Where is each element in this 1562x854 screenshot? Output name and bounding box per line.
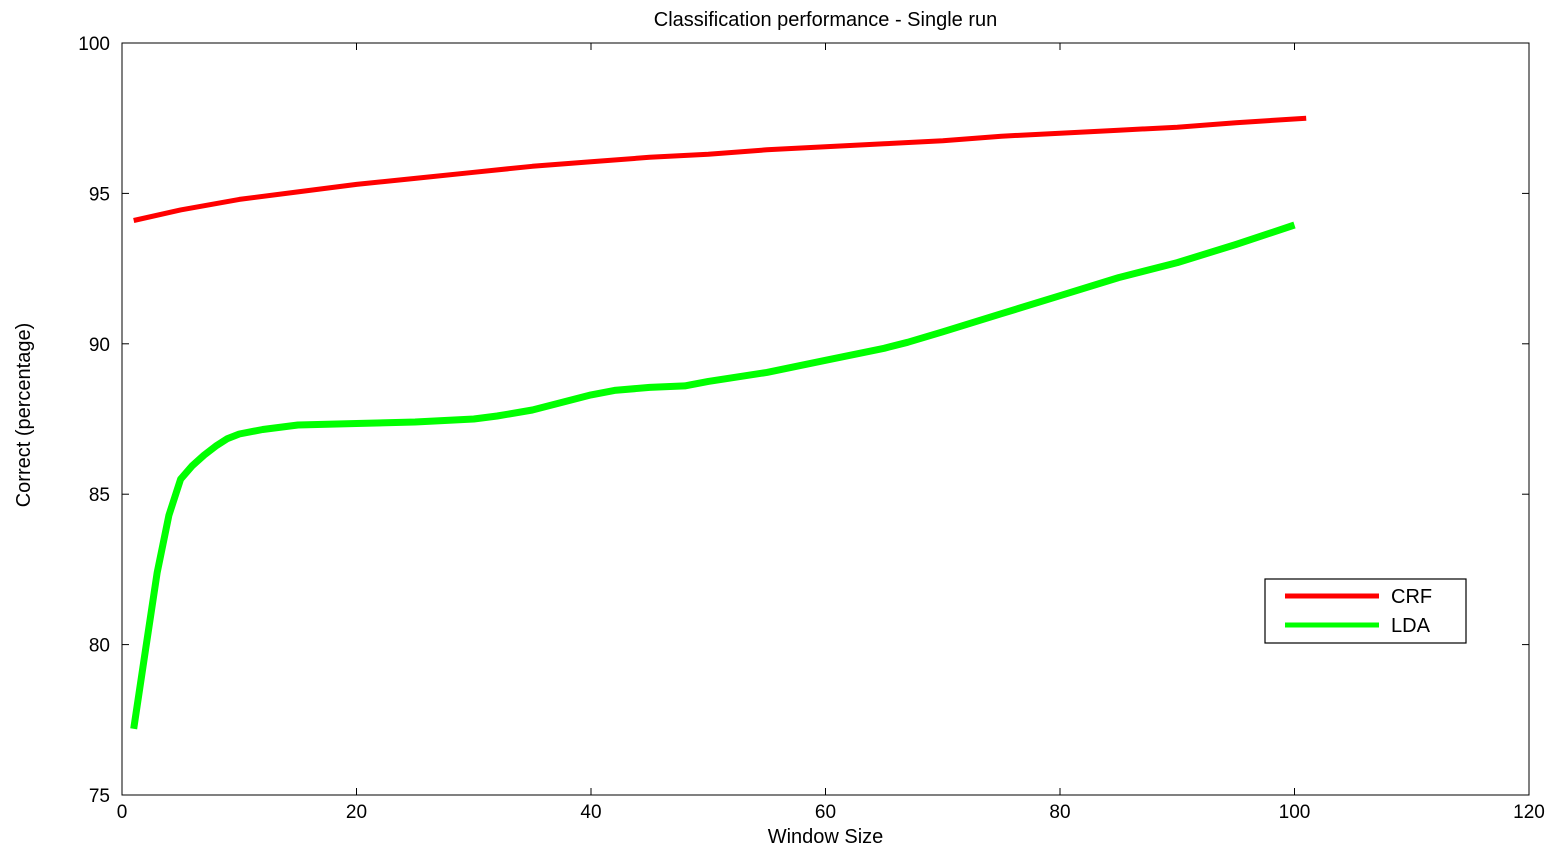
chart-title: Classification performance - Single run <box>654 9 998 31</box>
series-line-crf <box>133 115 1307 223</box>
y-tick-label: 80 <box>89 636 110 657</box>
x-tick-label: 0 <box>117 802 128 823</box>
series-layer <box>130 115 1307 730</box>
legend: CRF LDA <box>1264 578 1467 644</box>
x-axis-label: Window Size <box>768 826 884 848</box>
x-tick-label: 60 <box>815 802 836 823</box>
y-tick-label: 100 <box>78 34 110 55</box>
x-tick-label: 40 <box>580 802 601 823</box>
y-tick-label: 90 <box>89 335 110 356</box>
legend-label-crf: CRF <box>1391 586 1432 608</box>
series-line-lda <box>130 221 1296 730</box>
x-tick-label: 100 <box>1279 802 1311 823</box>
y-tick-label: 95 <box>89 184 110 205</box>
y-tick-label: 85 <box>89 485 110 506</box>
y-tick-label: 75 <box>89 786 110 807</box>
legend-box <box>1264 578 1467 644</box>
x-tick-label: 120 <box>1513 802 1545 823</box>
x-tick-label: 80 <box>1049 802 1070 823</box>
ticks-layer: 0 20 40 60 80 100 120 75 80 85 90 95 100 <box>78 34 1545 823</box>
x-tick-label: 20 <box>346 802 367 823</box>
legend-label-lda: LDA <box>1391 615 1431 637</box>
y-axis-label: Correct (percentage) <box>13 323 35 508</box>
